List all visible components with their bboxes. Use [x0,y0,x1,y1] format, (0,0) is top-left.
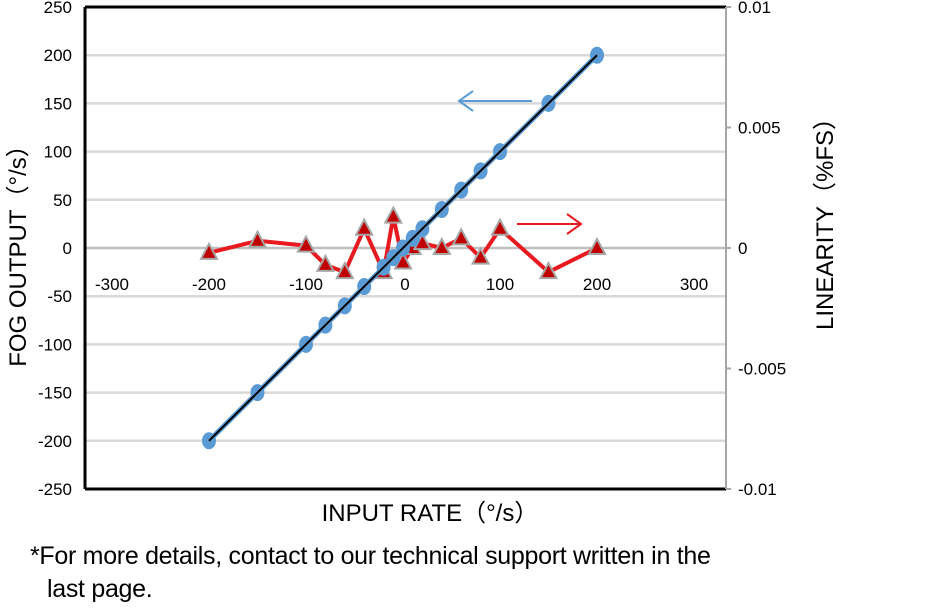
y-tick-label: -200 [38,432,72,451]
y-tick-label: 150 [44,94,72,113]
x-axis-title: INPUT RATE（°/s） [322,500,539,527]
right-axis-arrow-icon [517,213,583,235]
y-tick-label: 50 [53,191,72,210]
x-tick-label: 100 [486,275,514,294]
y-tick-label: 100 [44,143,72,162]
footnote: *For more details, contact to our techni… [30,540,947,606]
triangle-marker-icon [470,246,491,265]
x-tick-label: -200 [192,275,226,294]
y-tick-label: -250 [38,480,72,499]
x-tick-label: 300 [680,275,708,294]
x-tick-label: -100 [289,275,323,294]
x-tick-label: 200 [583,275,611,294]
left-axis-arrow-icon [457,90,532,112]
footnote-line-2: last page. [47,575,153,603]
y2-tick-label: -0.01 [738,480,777,499]
triangle-marker-icon [432,236,452,255]
triangle-marker-icon [354,217,374,236]
y-tick-label: 0 [63,239,72,258]
triangle-marker-icon [315,253,336,272]
y2-tick-label: -0.005 [738,360,786,379]
x-tick-label: 0 [400,275,409,294]
triangle-marker-icon [451,227,471,246]
triangle-marker-icon [490,217,510,236]
y-tick-label: -100 [38,335,72,354]
y-tick-label: -50 [47,287,72,306]
y2-axis-title: LINEARITY（%FS） [812,106,839,330]
x-tick-label: -300 [95,275,129,294]
y-tick-label: 250 [44,0,72,17]
triangle-marker-icon [587,236,607,255]
linearity-series [199,205,607,280]
y2-tick-label: 0.005 [738,119,781,138]
y2-tick-label: 0.01 [738,0,771,17]
tick-labels: 250 200 150 100 50 0 -50 -100 -150 -200 -250 0.01 0.… [38,0,786,499]
y-axis-title: FOG OUTPUT（°/s） [5,133,32,367]
linearity-chart: 250 200 150 100 50 0 -50 -100 -150 -200 -250 0.01 0.… [5,0,839,527]
y2-tick-label: 0 [738,239,747,258]
triangle-marker-icon [383,205,403,224]
footnote-line-1: *For more details, contact to our techni… [30,542,711,570]
triangle-marker-icon [335,260,355,280]
triangle-marker-icon [296,234,316,253]
triangle-marker-icon [247,229,268,248]
triangle-marker-icon [538,260,559,280]
y-tick-label: -150 [38,384,72,403]
axes [83,5,731,491]
y-tick-label: 200 [44,46,72,65]
triangle-marker-icon [199,241,219,260]
fog-output-series [202,46,604,450]
